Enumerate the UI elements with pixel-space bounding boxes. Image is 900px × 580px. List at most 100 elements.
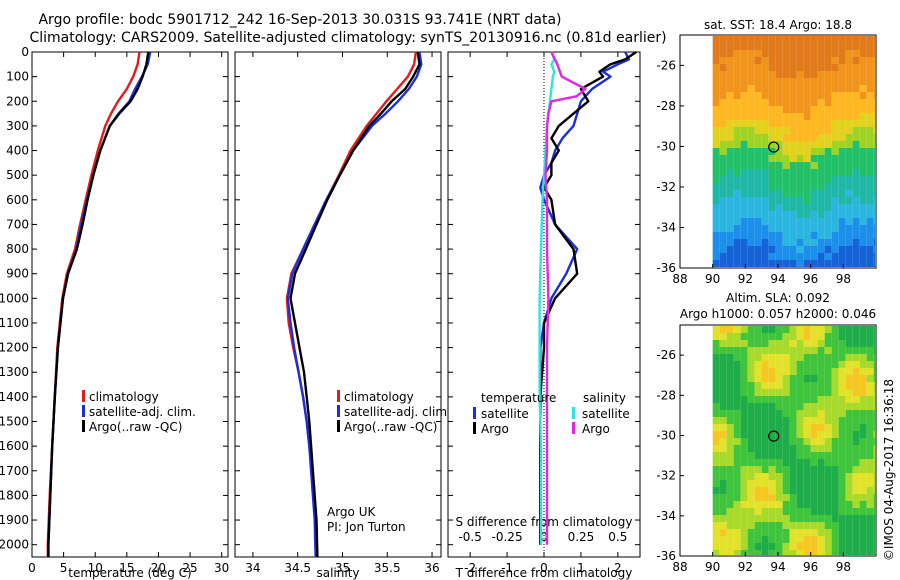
heatmap-cell <box>740 410 748 417</box>
y-tick-label: 1900 <box>0 513 29 527</box>
heatmap-cell <box>740 522 748 529</box>
heatmap-cell <box>866 333 874 340</box>
heatmap-cell <box>817 480 825 487</box>
y-tick-label: 800 <box>6 242 29 256</box>
heatmap-cell <box>866 36 874 43</box>
heatmap-cell <box>845 127 853 134</box>
heatmap-cell <box>810 550 818 555</box>
heatmap-cell <box>852 396 860 403</box>
heatmap-cell <box>831 120 839 127</box>
heatmap-cell <box>761 550 769 555</box>
heatmap-cell <box>775 403 783 410</box>
heatmap-cell <box>824 375 832 382</box>
heatmap-cell <box>789 246 797 253</box>
heatmap-cell <box>796 155 804 162</box>
heatmap-cell <box>747 515 755 522</box>
heatmap-cell <box>859 169 867 176</box>
heatmap-cell <box>712 473 720 480</box>
heatmap-cell <box>775 438 783 445</box>
heatmap-cell <box>733 543 741 550</box>
heatmap-cell <box>852 120 860 127</box>
heatmap-cell <box>845 522 853 529</box>
heatmap-cell <box>866 424 874 431</box>
heatmap-cell <box>859 466 867 473</box>
heatmap-cell <box>726 396 734 403</box>
heatmap-cell <box>726 176 734 183</box>
heatmap-cell <box>803 452 811 459</box>
heatmap-cell <box>789 340 797 347</box>
heatmap-cell <box>817 459 825 466</box>
map-y-tick-label: -28 <box>656 388 676 402</box>
heatmap-cell <box>719 494 727 501</box>
heatmap-cell <box>796 543 804 550</box>
heatmap-cell <box>824 141 832 148</box>
heatmap-cell <box>740 326 748 333</box>
heatmap-cell <box>810 120 818 127</box>
heatmap-cell <box>761 50 769 57</box>
heatmap-cell <box>859 239 867 246</box>
heatmap-cell <box>775 354 783 361</box>
heatmap-cell <box>824 403 832 410</box>
heatmap-cell <box>712 190 720 197</box>
heatmap-cell <box>789 99 797 106</box>
heatmap-cell <box>796 141 804 148</box>
heatmap-cell <box>733 127 741 134</box>
heatmap-cell <box>789 543 797 550</box>
heatmap-cell <box>782 375 790 382</box>
heatmap-cell <box>747 239 755 246</box>
heatmap-cell <box>768 375 776 382</box>
heatmap-cell <box>789 85 797 92</box>
heatmap-cell <box>845 162 853 169</box>
series-line-4 <box>544 51 587 545</box>
heatmap-cell <box>859 190 867 197</box>
heatmap-cell <box>719 473 727 480</box>
heatmap-cell <box>845 431 853 438</box>
heatmap-cell <box>740 375 748 382</box>
heatmap-cell <box>845 85 853 92</box>
heatmap-cell <box>726 204 734 211</box>
heatmap-cell <box>789 452 797 459</box>
heatmap-cell <box>768 127 776 134</box>
heatmap-cell <box>719 148 727 155</box>
heatmap-cell <box>838 347 846 354</box>
heatmap-cell <box>782 382 790 389</box>
heatmap-cell <box>866 480 874 487</box>
heatmap-cell <box>761 431 769 438</box>
heatmap-cell <box>754 134 762 141</box>
heatmap-cell <box>866 529 874 536</box>
heatmap-cell <box>838 494 846 501</box>
heatmap-cell <box>866 431 874 438</box>
heatmap-cell <box>803 239 811 246</box>
legend-swatch <box>82 390 85 402</box>
series-line-2 <box>539 51 637 545</box>
heatmap-cell <box>789 127 797 134</box>
heatmap-cell <box>761 368 769 375</box>
heatmap-cell <box>754 550 762 555</box>
heatmap-cell <box>747 501 755 508</box>
heatmap-cell <box>719 99 727 106</box>
heatmap-cell <box>824 389 832 396</box>
heatmap-cell <box>768 494 776 501</box>
heatmap-cell <box>796 424 804 431</box>
heatmap-cell <box>824 218 832 225</box>
heatmap-cell <box>761 522 769 529</box>
heatmap-cell <box>817 354 825 361</box>
heatmap-cell <box>761 361 769 368</box>
heatmap-cell <box>838 396 846 403</box>
map-x-tick-label: 98 <box>836 560 851 574</box>
heatmap-cell <box>810 218 818 225</box>
heatmap-cell <box>768 536 776 543</box>
heatmap-cell <box>782 36 790 43</box>
heatmap-cell <box>845 246 853 253</box>
heatmap-cell <box>838 155 846 162</box>
heatmap-cell <box>733 260 741 267</box>
heatmap-cell <box>726 536 734 543</box>
heatmap-cell <box>740 78 748 85</box>
heatmap-cell <box>782 550 790 555</box>
heatmap-cell <box>726 466 734 473</box>
heatmap-cell <box>817 326 825 333</box>
heatmap-cell <box>796 522 804 529</box>
heatmap-cell <box>859 424 867 431</box>
heatmap-cell <box>761 396 769 403</box>
